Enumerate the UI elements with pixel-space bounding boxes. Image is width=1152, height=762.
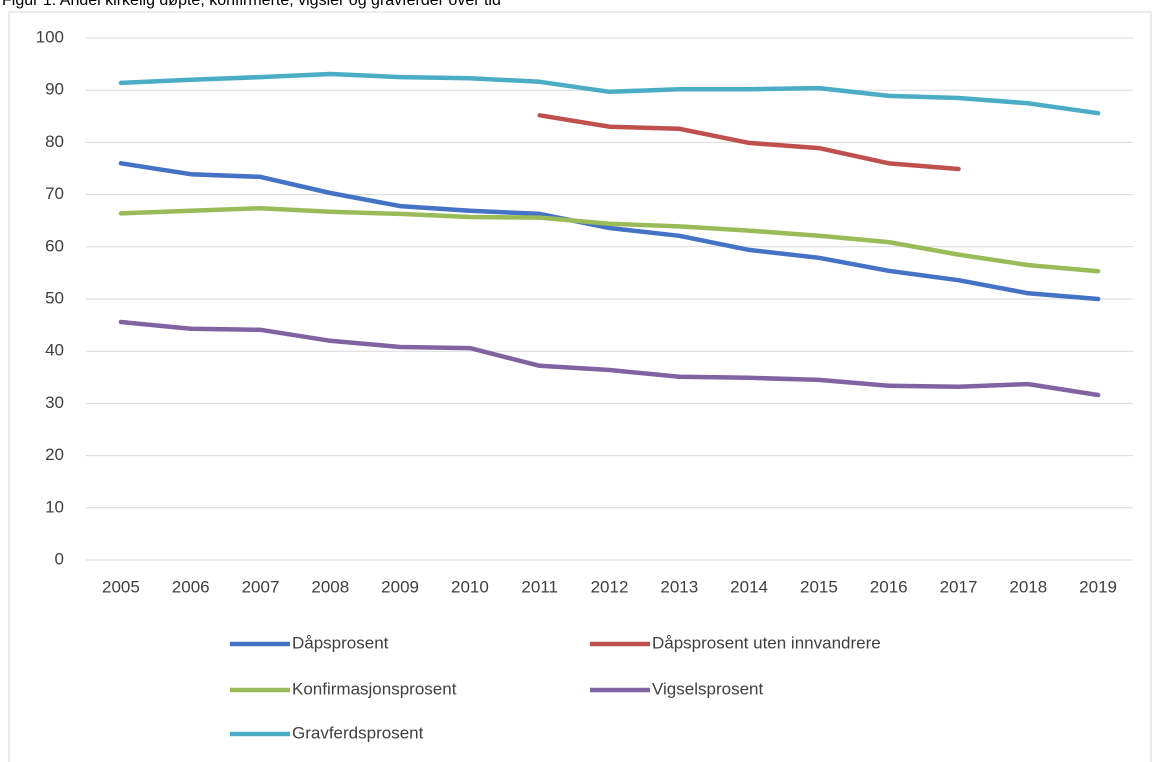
y-tick-label: 50 bbox=[45, 288, 64, 307]
series-line bbox=[537, 113, 961, 172]
y-tick-label: 30 bbox=[45, 393, 64, 412]
x-tick-label: 2018 bbox=[1009, 577, 1047, 596]
y-tick-label: 80 bbox=[45, 132, 64, 151]
y-tick-label: 20 bbox=[45, 445, 64, 464]
x-tick-label: 2017 bbox=[940, 577, 978, 596]
x-tick-label: 2007 bbox=[242, 577, 280, 596]
chart-title: Figur 1: Andel kirkelig døpte, konfirmer… bbox=[2, 0, 501, 9]
x-tick-label: 2016 bbox=[870, 577, 908, 596]
x-tick-label: 2010 bbox=[451, 577, 489, 596]
series-line bbox=[118, 205, 1101, 274]
y-tick-label: 70 bbox=[45, 184, 64, 203]
y-tick-label: 40 bbox=[45, 341, 64, 360]
legend-label: Gravferdsprosent bbox=[292, 723, 424, 742]
x-tick-label: 2013 bbox=[660, 577, 698, 596]
series-line bbox=[118, 71, 1101, 116]
x-tick-label: 2019 bbox=[1079, 577, 1117, 596]
x-tick-label: 2012 bbox=[591, 577, 629, 596]
x-tick-label: 2006 bbox=[172, 577, 210, 596]
y-tick-label: 100 bbox=[36, 27, 64, 46]
x-tick-label: 2009 bbox=[381, 577, 419, 596]
y-tick-label: 60 bbox=[45, 236, 64, 255]
legend-label: Dåpsprosent bbox=[292, 633, 389, 652]
y-tick-label: 0 bbox=[55, 549, 64, 568]
y-tick-label: 90 bbox=[45, 80, 64, 99]
legend-label: Dåpsprosent uten innvandrere bbox=[652, 633, 881, 652]
y-tick-label: 10 bbox=[45, 497, 64, 516]
x-tick-label: 2005 bbox=[102, 577, 140, 596]
chart-frame bbox=[8, 11, 1152, 762]
legend-label: Vigselsprosent bbox=[652, 679, 763, 698]
x-tick-label: 2015 bbox=[800, 577, 838, 596]
x-tick-label: 2014 bbox=[730, 577, 768, 596]
x-tick-label: 2008 bbox=[311, 577, 349, 596]
legend-label: Konfirmasjonsprosent bbox=[292, 679, 457, 698]
x-tick-label: 2011 bbox=[521, 577, 558, 596]
series-line bbox=[118, 319, 1101, 398]
series-line bbox=[118, 161, 1101, 302]
